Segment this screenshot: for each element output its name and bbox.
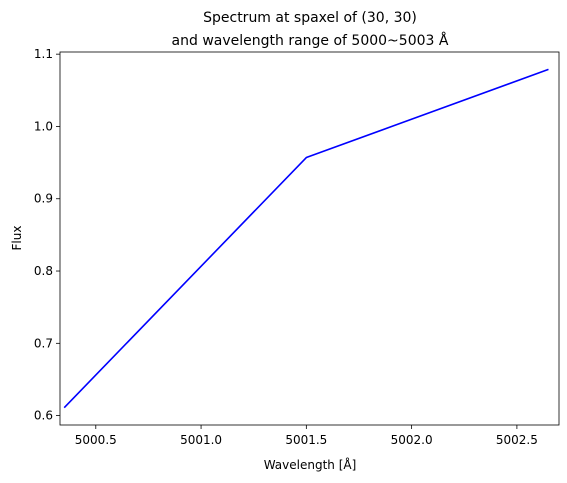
- chart-title-line-2: and wavelength range of 5000~5003 Å: [172, 32, 449, 49]
- y-tick-label: 0.7: [34, 336, 53, 350]
- x-tick-label: 5002.0: [391, 433, 433, 447]
- y-tick-label: 0.6: [34, 409, 53, 423]
- chart-title-line-1: Spectrum at spaxel of (30, 30): [203, 10, 417, 26]
- y-tick-label: 1.0: [34, 119, 53, 133]
- plot-area-frame: [59, 51, 560, 426]
- y-tick-label: 0.8: [34, 264, 53, 278]
- y-axis-label: Flux: [10, 226, 24, 251]
- y-tick-label: 1.1: [34, 47, 53, 61]
- x-tick-label: 5000.5: [75, 433, 117, 447]
- y-tick-label: 0.9: [34, 192, 53, 206]
- x-axis-ticks: 5000.5 5001.0 5001.5 5002.0 5002.5: [75, 425, 538, 447]
- x-tick-label: 5001.5: [285, 433, 327, 447]
- series-layer: [63, 68, 549, 409]
- y-axis-ticks: 0.6 0.7 0.8 0.9 1.0 1.1: [34, 47, 60, 423]
- x-tick-label: 5001.0: [180, 433, 222, 447]
- x-axis-label: Wavelength [Å]: [264, 457, 357, 472]
- spectrum-line-series: [63, 68, 549, 409]
- x-tick-label: 5002.5: [496, 433, 538, 447]
